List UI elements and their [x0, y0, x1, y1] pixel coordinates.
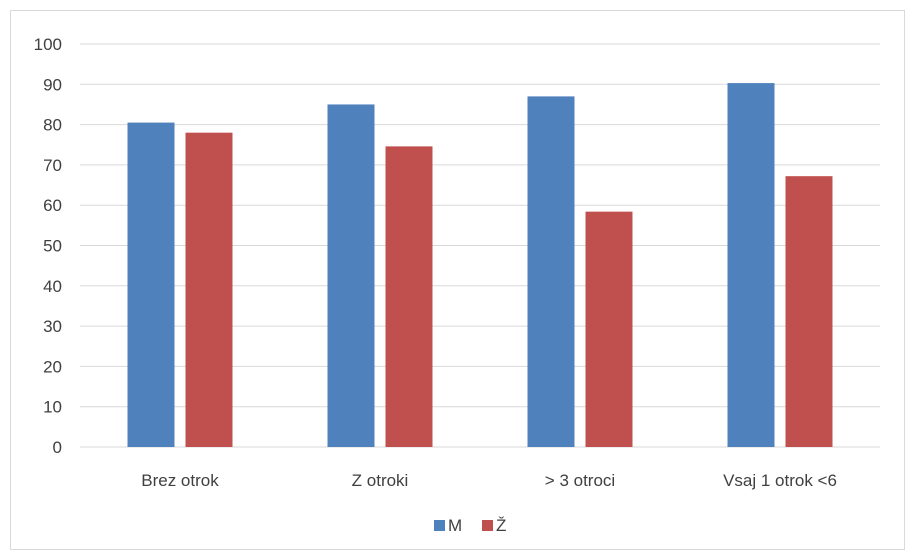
legend-label: Ž — [496, 516, 506, 535]
legend-swatch — [482, 520, 493, 531]
y-tick-label: 60 — [43, 196, 62, 215]
y-tick-label: 0 — [53, 438, 62, 457]
bar-m — [327, 104, 375, 447]
bar-m — [127, 122, 175, 448]
y-tick-label: 90 — [43, 75, 62, 94]
legend-swatch — [434, 520, 445, 531]
y-axis-ticks: 0 10 20 30 40 50 60 70 80 90 100 — [34, 35, 62, 457]
y-tick-label: 20 — [43, 357, 62, 376]
y-tick-label: 70 — [43, 156, 62, 175]
y-tick-label: 80 — [43, 116, 62, 135]
x-axis-ticks: Brez otrok Z otroki > 3 otroci Vsaj 1 otrok… — [141, 471, 837, 490]
bar-z — [185, 132, 233, 447]
y-tick-label: 30 — [43, 317, 62, 336]
x-tick-label: Z otroki — [352, 471, 409, 490]
bar-m — [527, 96, 575, 447]
y-tick-label: 100 — [34, 35, 62, 54]
y-tick-label: 50 — [43, 237, 62, 256]
bar-z — [785, 176, 833, 447]
legend-label: M — [448, 516, 462, 535]
y-tick-label: 40 — [43, 277, 62, 296]
bar-z — [385, 146, 433, 447]
y-tick-label: 10 — [43, 398, 62, 417]
bars — [127, 83, 833, 448]
x-tick-label: > 3 otroci — [545, 471, 615, 490]
bar-m — [727, 83, 775, 447]
bar-z — [585, 211, 633, 447]
x-tick-label: Vsaj 1 otrok <6 — [723, 471, 837, 490]
x-tick-label: Brez otrok — [141, 471, 219, 490]
